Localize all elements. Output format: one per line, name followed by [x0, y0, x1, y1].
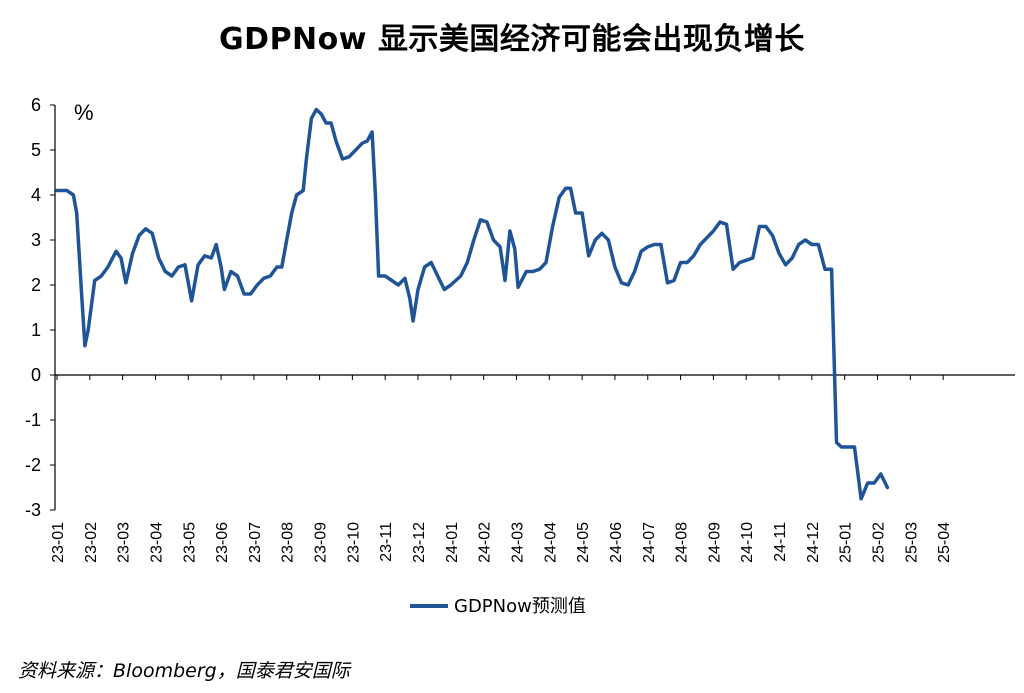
- y-tick-label: 1: [31, 320, 41, 340]
- legend: GDPNow预测值: [410, 596, 586, 617]
- x-tick-label: 25-03: [903, 522, 920, 563]
- x-tick-label: 24-10: [739, 522, 756, 563]
- x-tick-label: 23-12: [411, 522, 428, 563]
- y-tick-label: 4: [31, 185, 41, 205]
- y-axis-ticks: 6 5 4 3 2 1 0 -1 -2 -3: [25, 95, 55, 520]
- y-tick-label: 6: [31, 95, 41, 115]
- x-tick-label: 24-08: [674, 522, 691, 563]
- x-tick-label: 24-06: [608, 522, 625, 563]
- x-tick-label: 23-08: [280, 522, 297, 563]
- x-axis-ticks: 23-01 23-02 23-03 23-04 23-05 23-06 23-07 23-08…: [50, 375, 953, 563]
- x-tick-label: 24-03: [509, 522, 526, 563]
- y-tick-label: 2: [31, 275, 41, 295]
- x-tick-label: 25-01: [838, 522, 855, 563]
- series-group: [55, 107, 890, 501]
- y-tick-label: -2: [25, 455, 41, 475]
- x-tick-label: 24-04: [542, 522, 559, 563]
- source-note: 资料来源：Bloomberg，国泰君安国际: [18, 660, 350, 682]
- y-tick-label: 5: [31, 140, 41, 160]
- x-tick-label: 23-02: [83, 522, 100, 563]
- x-tick-label: 24-01: [444, 522, 461, 563]
- x-tick-label: 23-10: [345, 522, 362, 563]
- x-tick-label: 24-11: [772, 522, 789, 562]
- x-tick-label: 24-02: [477, 522, 494, 563]
- x-tick-label: 23-11: [378, 522, 395, 562]
- x-tick-label: 24-09: [706, 522, 723, 563]
- y-tick-label: 3: [31, 230, 41, 250]
- x-tick-label: 23-05: [181, 522, 198, 563]
- x-tick-label: 23-07: [247, 522, 264, 563]
- x-tick-label: 25-04: [936, 522, 953, 563]
- x-tick-label: 23-03: [116, 522, 133, 563]
- x-tick-label: 23-09: [313, 522, 330, 563]
- x-tick-label: 24-12: [805, 522, 822, 563]
- chart-title: GDPNow 显示美国经济可能会出现负增长: [219, 22, 805, 57]
- x-tick-label: 25-02: [871, 522, 888, 563]
- x-tick-label: 23-04: [148, 522, 165, 563]
- x-tick-label: 23-01: [50, 522, 67, 563]
- series-line-gdpnow: [55, 107, 890, 501]
- x-tick-label: 24-07: [641, 522, 658, 563]
- axes: [54, 105, 1015, 510]
- y-tick-label: 0: [31, 365, 41, 385]
- y-tick-label: -1: [25, 410, 41, 430]
- legend-label: GDPNow预测值: [454, 596, 586, 617]
- x-tick-label: 24-05: [575, 522, 592, 563]
- unit-label: %: [74, 100, 94, 125]
- y-tick-label: -3: [25, 500, 41, 520]
- x-tick-label: 23-06: [214, 522, 231, 563]
